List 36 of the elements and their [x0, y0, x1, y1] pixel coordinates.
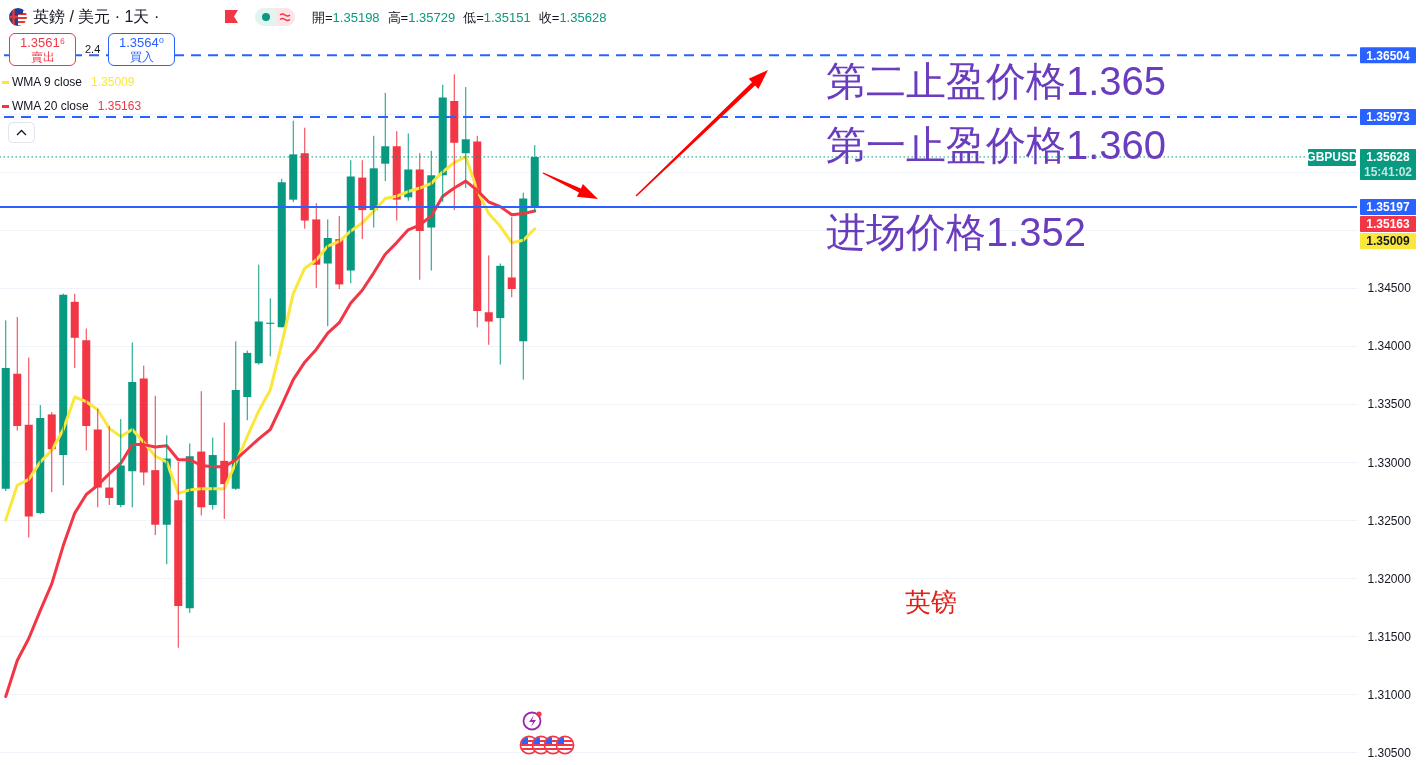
annotation: 買入: [128, 50, 155, 64]
buy-button: 1.3564⁰ 買入: [108, 33, 175, 66]
annotation: 英镑: [905, 588, 957, 618]
legend-label: WMA 20 close: [12, 99, 89, 113]
legend-label: WMA 9 close: [12, 75, 83, 89]
text: 1.35009: [1366, 234, 1410, 249]
sell-button: 1.3561⁶ 賣出: [9, 33, 76, 66]
text: 開=1.35198 高=1.35729 低=1.35151 收=1.35628: [312, 10, 607, 25]
text: 15:41:02: [1363, 164, 1413, 179]
y-tick-label: 1.34000: [1367, 339, 1412, 354]
annotation: 1.3561⁶: [18, 35, 67, 50]
ref-line-label: 1.35628: [1366, 150, 1411, 165]
y-tick-label: 1.31500: [1367, 629, 1412, 644]
y-tick-label: 1.32000: [1367, 571, 1412, 586]
chart-title: 英鎊 / 美元 · 1天 ·: [33, 7, 160, 27]
y-tick-label: 1.34500: [1367, 281, 1412, 296]
line-series: [4, 155, 537, 522]
y-tick-label: 1.30500: [1367, 745, 1412, 760]
y-tick-label: 1.32500: [1367, 513, 1412, 528]
annotation: 賣出: [29, 50, 56, 64]
y-tick-label: 1.33500: [1367, 397, 1412, 412]
annotation: 第二止盈价格1.365: [826, 59, 1167, 103]
candlestick: [484, 254, 493, 346]
text: 1.35163: [1366, 217, 1410, 232]
annotation: 1.35009: [91, 75, 135, 89]
annotation: 1.35163: [97, 99, 142, 113]
candlestick: [507, 216, 516, 298]
annotation: 进场价格1.352: [826, 210, 1087, 254]
annotation: 第一止盈价格1.360: [826, 123, 1167, 167]
y-tick-label: 1.33000: [1367, 455, 1412, 470]
annotation: 2.4: [85, 43, 101, 56]
y-tick-label: 1.31000: [1367, 687, 1412, 702]
ref-line-label: 1.35197: [1366, 200, 1411, 215]
ref-line-label: 1.36504: [1366, 48, 1411, 63]
annotation: 1.3564⁰: [118, 35, 165, 50]
ref-line-label: 1.35973: [1366, 110, 1411, 125]
